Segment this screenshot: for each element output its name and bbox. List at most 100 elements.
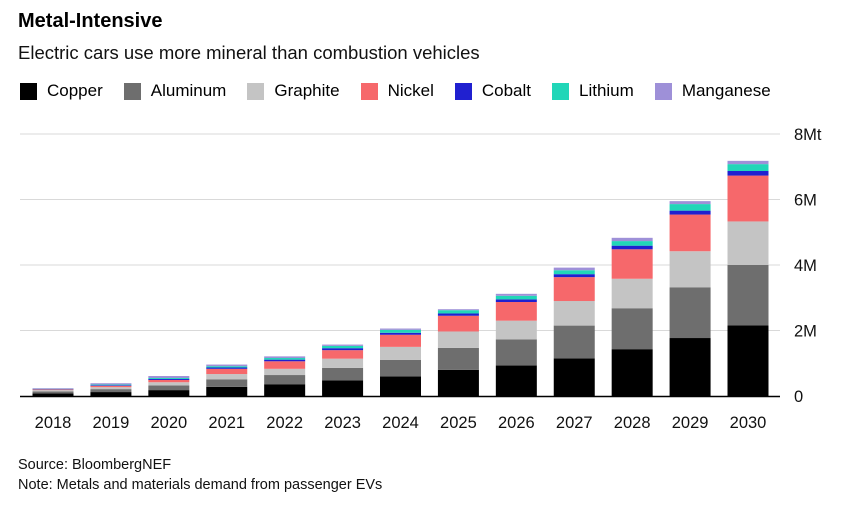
- x-tick-label: 2025: [440, 414, 477, 432]
- bar-segment-manganese: [495, 293, 537, 296]
- bar-segment-lithium: [611, 241, 653, 246]
- x-tick-label: 2030: [730, 414, 767, 432]
- bar-segment-graphite: [495, 320, 537, 340]
- bar-segment-lithium: [553, 270, 595, 275]
- bar-segment-graphite: [90, 387, 132, 390]
- legend-label: Copper: [47, 81, 103, 100]
- bar-segment-graphite: [32, 390, 74, 392]
- x-tick-label: 2022: [266, 414, 303, 432]
- bar-segment-nickel: [669, 214, 711, 252]
- legend-swatch: [20, 82, 37, 100]
- bar-segment-cobalt: [264, 359, 306, 362]
- legend-swatch: [247, 82, 265, 100]
- legend-item-manganese: Manganese: [654, 81, 771, 101]
- bar-segment-cobalt: [495, 299, 537, 303]
- bar-segment-copper: [32, 393, 74, 396]
- bar-segment-aluminum: [32, 391, 74, 394]
- bar-segment-nickel: [611, 249, 653, 279]
- legend-swatch: [654, 82, 672, 100]
- bar-segment-copper: [206, 386, 248, 396]
- bar-segment-graphite: [148, 382, 190, 386]
- bar-segment-manganese: [553, 267, 595, 271]
- bar-segment-nickel: [495, 302, 537, 321]
- bar-segment-lithium: [495, 295, 537, 300]
- bar-segment-lithium: [264, 358, 306, 360]
- bar-segment-lithium: [322, 345, 364, 349]
- bar-segment-nickel: [264, 361, 306, 369]
- bar-segment-lithium: [669, 204, 711, 211]
- bar-segment-copper: [437, 369, 479, 396]
- legend-item-aluminum: Aluminum: [123, 81, 226, 101]
- bar-segment-copper: [611, 349, 653, 396]
- bar-segment-lithium: [90, 384, 132, 386]
- bar-segment-aluminum: [553, 325, 595, 359]
- bar-segment-nickel: [380, 334, 421, 347]
- legend-label: Graphite: [274, 81, 340, 100]
- x-tick-label: 2018: [35, 414, 72, 432]
- bar-segment-nickel: [553, 277, 595, 302]
- bar-segment-manganese: [90, 383, 132, 385]
- bar-segment-nickel: [90, 385, 132, 388]
- bar-segment-manganese: [380, 328, 421, 330]
- bar-segment-cobalt: [90, 385, 132, 386]
- bar-segment-copper: [148, 390, 190, 396]
- bar-segment-manganese: [611, 237, 653, 242]
- bar-segment-cobalt: [611, 245, 653, 250]
- legend-item-lithium: Lithium: [552, 81, 634, 101]
- legend-item-cobalt: Cobalt: [454, 81, 531, 101]
- x-tick-label: 2019: [93, 414, 130, 432]
- legend-swatch: [360, 82, 378, 100]
- bar-segment-graphite: [437, 331, 479, 348]
- bar-segment-lithium: [727, 164, 769, 172]
- legend-item-nickel: Nickel: [360, 81, 434, 101]
- y-tick-label: 6M: [794, 192, 817, 210]
- legend-label: Lithium: [579, 81, 634, 100]
- legend-swatch: [454, 82, 472, 100]
- bar-segment-nickel: [148, 379, 190, 383]
- bar-segment-cobalt: [437, 313, 479, 316]
- bar-segment-aluminum: [495, 339, 537, 366]
- bar-segment-copper: [90, 392, 132, 396]
- bar-segment-aluminum: [264, 375, 306, 385]
- bar-segment-lithium: [148, 377, 190, 379]
- bar-segment-copper: [727, 325, 769, 396]
- bar-segment-aluminum: [611, 308, 653, 350]
- bar-segment-copper: [553, 358, 595, 396]
- bar-segment-cobalt: [553, 274, 595, 278]
- bar-segment-graphite: [611, 278, 653, 309]
- chart-title: Metal-Intensive: [18, 10, 163, 32]
- bar-segment-lithium: [206, 366, 248, 368]
- x-tick-label: 2029: [672, 414, 709, 432]
- bar-segment-copper: [322, 380, 364, 396]
- bar-segment-cobalt: [669, 210, 711, 215]
- bar-segment-aluminum: [437, 347, 479, 370]
- legend-swatch: [552, 82, 569, 100]
- bar-segment-graphite: [322, 358, 364, 368]
- chart-subtitle: Electric cars use more mineral than comb…: [18, 42, 480, 63]
- legend-item-copper: Copper: [20, 81, 103, 101]
- bar-segment-nickel: [32, 389, 74, 391]
- x-tick-label: 2027: [556, 414, 593, 432]
- bar-segment-aluminum: [322, 367, 364, 381]
- bar-segment-aluminum: [669, 287, 711, 339]
- chart-legend: Copper Aluminum Graphite Nickel Cobalt Lithiu…: [20, 81, 792, 101]
- bar-segment-nickel: [322, 350, 364, 359]
- bar-segment-graphite: [206, 374, 248, 380]
- bar-segment-lithium: [437, 310, 479, 314]
- bar-segment-graphite: [553, 301, 595, 326]
- legend-label: Manganese: [681, 81, 771, 100]
- bar-segment-aluminum: [727, 265, 769, 326]
- bar-segment-nickel: [727, 175, 769, 222]
- bar-segment-copper: [669, 338, 711, 396]
- bar-segment-manganese: [206, 364, 248, 367]
- bar-segment-lithium: [380, 329, 421, 333]
- bar-segment-cobalt: [148, 378, 190, 380]
- bar-segment-graphite: [727, 221, 769, 265]
- bar-segment-manganese: [148, 376, 190, 378]
- legend-label: Nickel: [387, 81, 434, 100]
- x-tick-label: 2021: [208, 414, 245, 432]
- legend-label: Cobalt: [481, 81, 531, 100]
- bar-segment-cobalt: [206, 367, 248, 369]
- y-tick-label: 2M: [794, 323, 817, 341]
